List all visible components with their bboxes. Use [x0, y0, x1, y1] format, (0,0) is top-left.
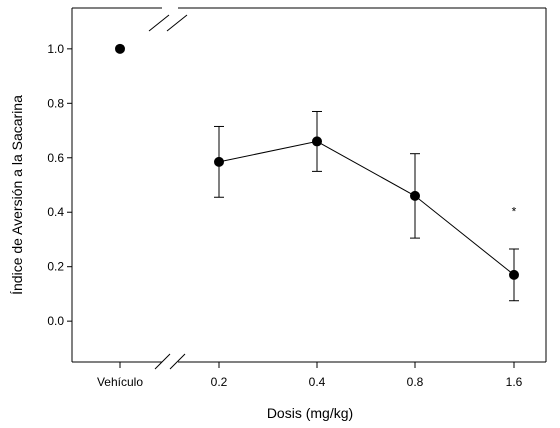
y-tick-label: 0.0 [47, 314, 64, 328]
series-line [218, 140, 515, 276]
x-axis-label: Dosis (mg/kg) [267, 405, 353, 421]
data-point [115, 43, 125, 54]
y-tick-label: 0.2 [47, 260, 64, 274]
y-tick-label: 0.4 [47, 205, 64, 219]
y-tick-label: 1.0 [47, 42, 64, 56]
y-tick-label: 0.8 [47, 96, 64, 110]
series-group [115, 43, 519, 302]
x-tick-label: 0.8 [407, 375, 424, 389]
x-tick-label: Vehículo [97, 375, 143, 389]
axis-break-marks [148, 14, 188, 370]
break-mark-top-1 [148, 14, 170, 32]
plot-frame [71, 7, 547, 363]
annotations: * [512, 205, 517, 219]
data-point [410, 190, 420, 201]
significance-marker: * [512, 205, 517, 219]
data-point [312, 136, 322, 147]
x-tick-label: 0.4 [309, 375, 326, 389]
break-mark-bottom-1 [154, 353, 171, 370]
break-mark-top-2 [166, 14, 188, 32]
x-axis-ticks: Vehículo 0.2 0.4 0.8 1.6 [97, 362, 523, 389]
y-axis-label: Índice de Aversión a la Sacarina [9, 95, 25, 295]
break-mark-bottom-2 [169, 353, 186, 370]
x-tick-label: 1.6 [506, 375, 523, 389]
y-tick-label: 0.6 [47, 151, 64, 165]
data-point [214, 156, 224, 167]
data-point [509, 269, 519, 280]
x-tick-label: 0.2 [211, 375, 228, 389]
y-axis-ticks: 0.0 0.2 0.4 0.6 0.8 1.0 [47, 42, 72, 328]
